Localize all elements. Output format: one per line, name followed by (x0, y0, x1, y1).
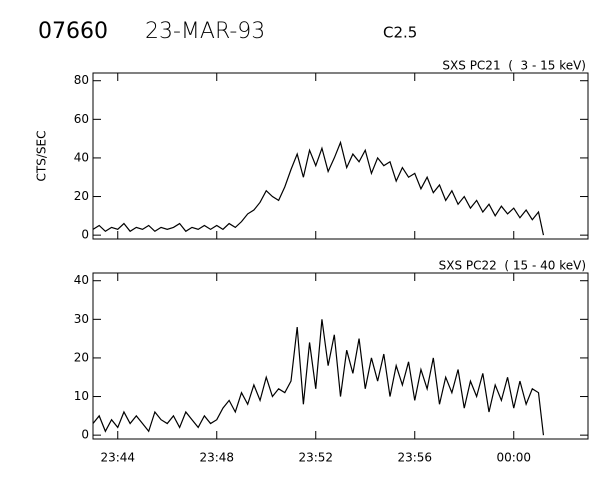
plot-frame (92, 272, 589, 440)
plot-frame (92, 72, 589, 240)
panel-title: SXS PC22 ( 15 - 40 keV) (439, 259, 586, 273)
flare-class: C2.5 (383, 24, 417, 42)
panel-title: SXS PC21 ( 3 - 15 keV) (442, 59, 586, 73)
y-tick-label: 0 (81, 228, 89, 242)
x-tick-label: 00:00 (496, 451, 531, 465)
data-line (92, 140, 545, 236)
y-tick-label: 20 (74, 189, 89, 203)
y-axis-label: CTS/SEC (35, 131, 49, 182)
x-tick-label: 23:56 (397, 451, 432, 465)
y-tick-label: 80 (74, 73, 89, 87)
date: 23-MAR-93 (145, 19, 265, 44)
data-line (92, 319, 545, 436)
y-tick-label: 40 (74, 273, 89, 287)
y-tick-label: 10 (74, 389, 89, 403)
y-tick-label: 60 (74, 112, 89, 126)
x-tick-label: 23:48 (199, 451, 234, 465)
y-tick-label: 30 (74, 312, 89, 326)
y-tick-label: 0 (81, 428, 89, 442)
y-tick-label: 20 (74, 350, 89, 364)
x-tick-label: 23:44 (100, 451, 135, 465)
flare-id: 07660 (38, 19, 108, 44)
x-tick-label: 23:52 (298, 451, 333, 465)
y-tick-label: 40 (74, 150, 89, 164)
